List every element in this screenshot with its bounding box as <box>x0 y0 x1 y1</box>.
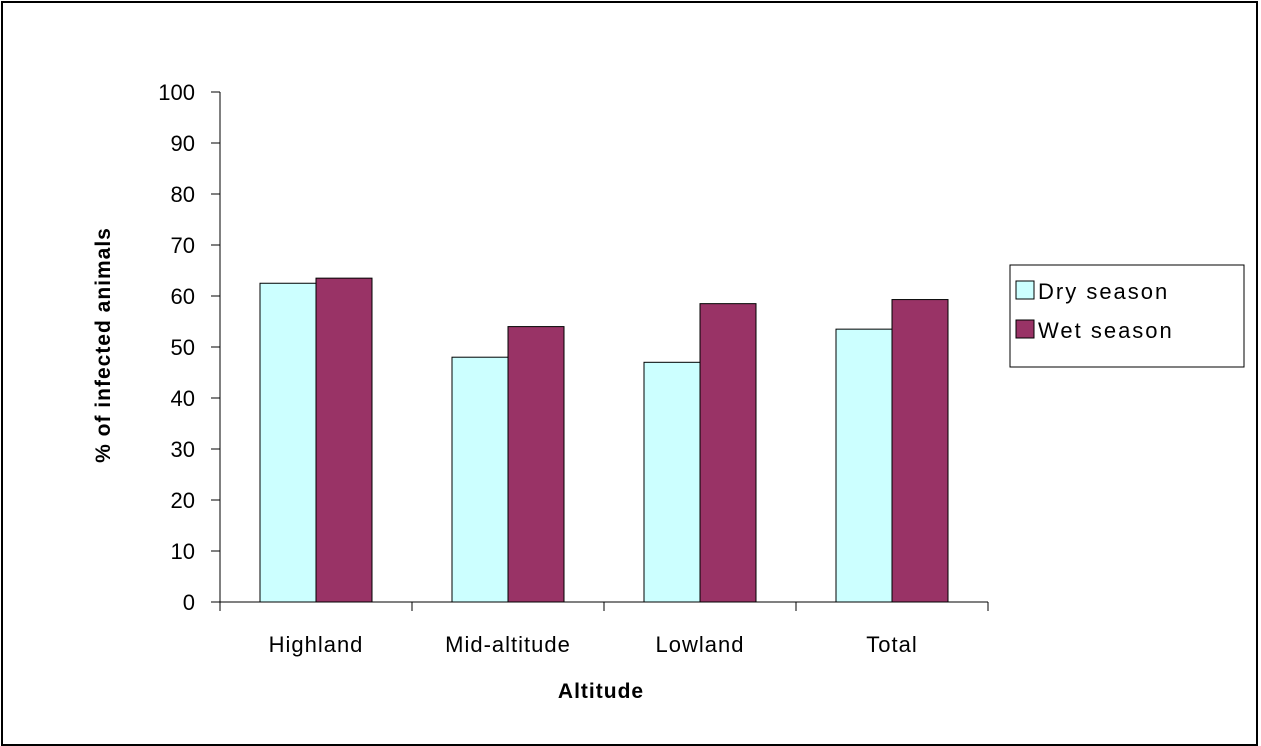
bar-dry-season <box>835 328 893 603</box>
y-tick-label: 80 <box>171 182 195 207</box>
legend-label: Wet season <box>1038 318 1174 343</box>
y-tick-label: 10 <box>171 539 195 564</box>
y-tick-label: 70 <box>171 233 195 258</box>
y-tick-label: 90 <box>171 131 195 156</box>
y-tick-label: 50 <box>171 335 195 360</box>
y-axis-title: % of infected animals <box>92 227 115 463</box>
y-tick-label: 60 <box>171 284 195 309</box>
y-tick-label: 40 <box>171 386 195 411</box>
legend-label: Dry season <box>1038 279 1169 304</box>
y-axis: 0 10 20 30 40 50 60 70 80 90 100 <box>158 80 221 615</box>
legend-box <box>1009 264 1245 368</box>
y-tick-label: 100 <box>158 80 195 105</box>
bar-wet-season <box>699 303 757 603</box>
x-category-label: Lowland <box>656 632 745 657</box>
x-category-label: Highland <box>269 632 364 657</box>
y-tick-label: 30 <box>171 437 195 462</box>
x-axis: Highland Mid-altitude Lowland Total <box>219 601 989 657</box>
legend-swatch <box>1015 319 1035 339</box>
bar-wet-season <box>507 326 565 603</box>
bar-dry-season <box>643 361 701 603</box>
legend: Dry season Wet season <box>1009 264 1245 368</box>
bars <box>259 277 949 603</box>
bar-dry-season <box>451 356 509 603</box>
x-category-label: Total <box>866 632 917 657</box>
x-axis-title: Altitude <box>558 680 644 703</box>
bar-wet-season <box>315 277 373 603</box>
y-tick-label: 20 <box>171 488 195 513</box>
x-category-label: Mid-altitude <box>445 632 571 657</box>
y-tick-label: 0 <box>183 590 195 615</box>
legend-swatch <box>1015 280 1035 300</box>
bar-dry-season <box>259 282 317 603</box>
bar-wet-season <box>891 299 949 603</box>
